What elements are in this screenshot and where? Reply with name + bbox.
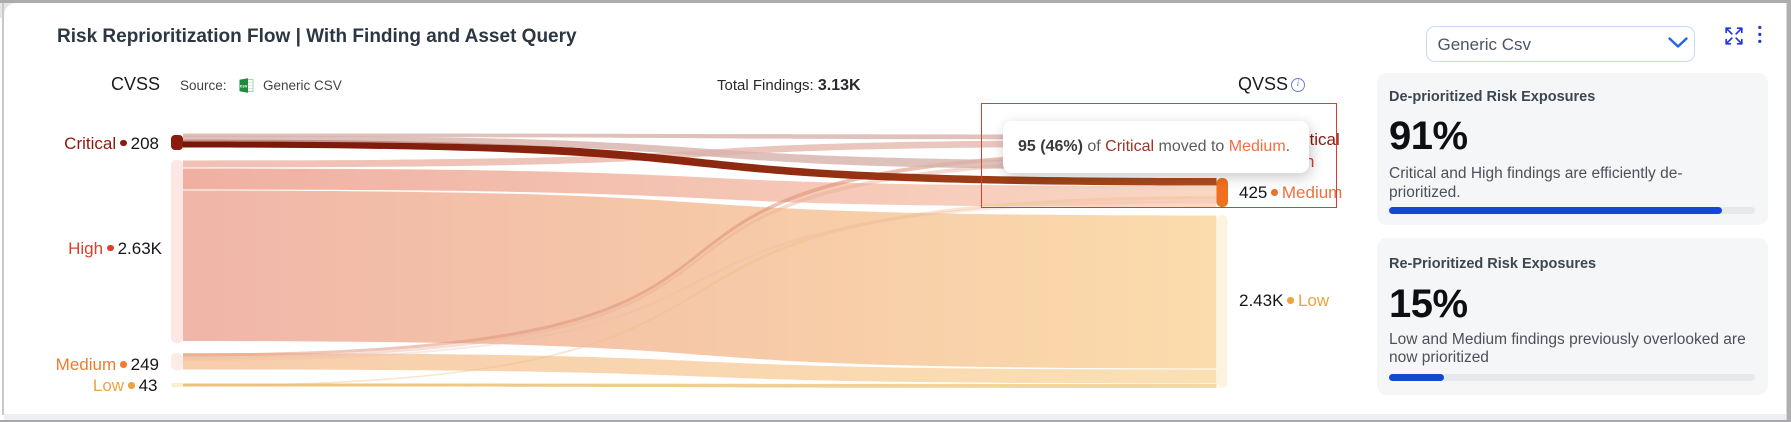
svg-text:csv: csv (240, 84, 248, 89)
